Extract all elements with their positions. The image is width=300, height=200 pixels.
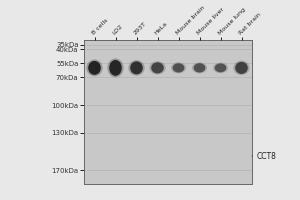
Ellipse shape [128,60,145,76]
Text: CCT8: CCT8 [257,152,277,161]
Ellipse shape [130,61,143,74]
Ellipse shape [88,61,101,75]
Ellipse shape [107,58,124,77]
Ellipse shape [151,62,164,73]
Ellipse shape [86,60,103,76]
Ellipse shape [214,63,226,72]
Ellipse shape [213,63,228,73]
Ellipse shape [109,60,122,76]
Ellipse shape [233,61,250,75]
Ellipse shape [172,63,184,73]
Ellipse shape [194,63,206,73]
Ellipse shape [171,62,186,73]
Ellipse shape [192,62,207,73]
Ellipse shape [235,62,248,74]
Ellipse shape [149,61,166,75]
